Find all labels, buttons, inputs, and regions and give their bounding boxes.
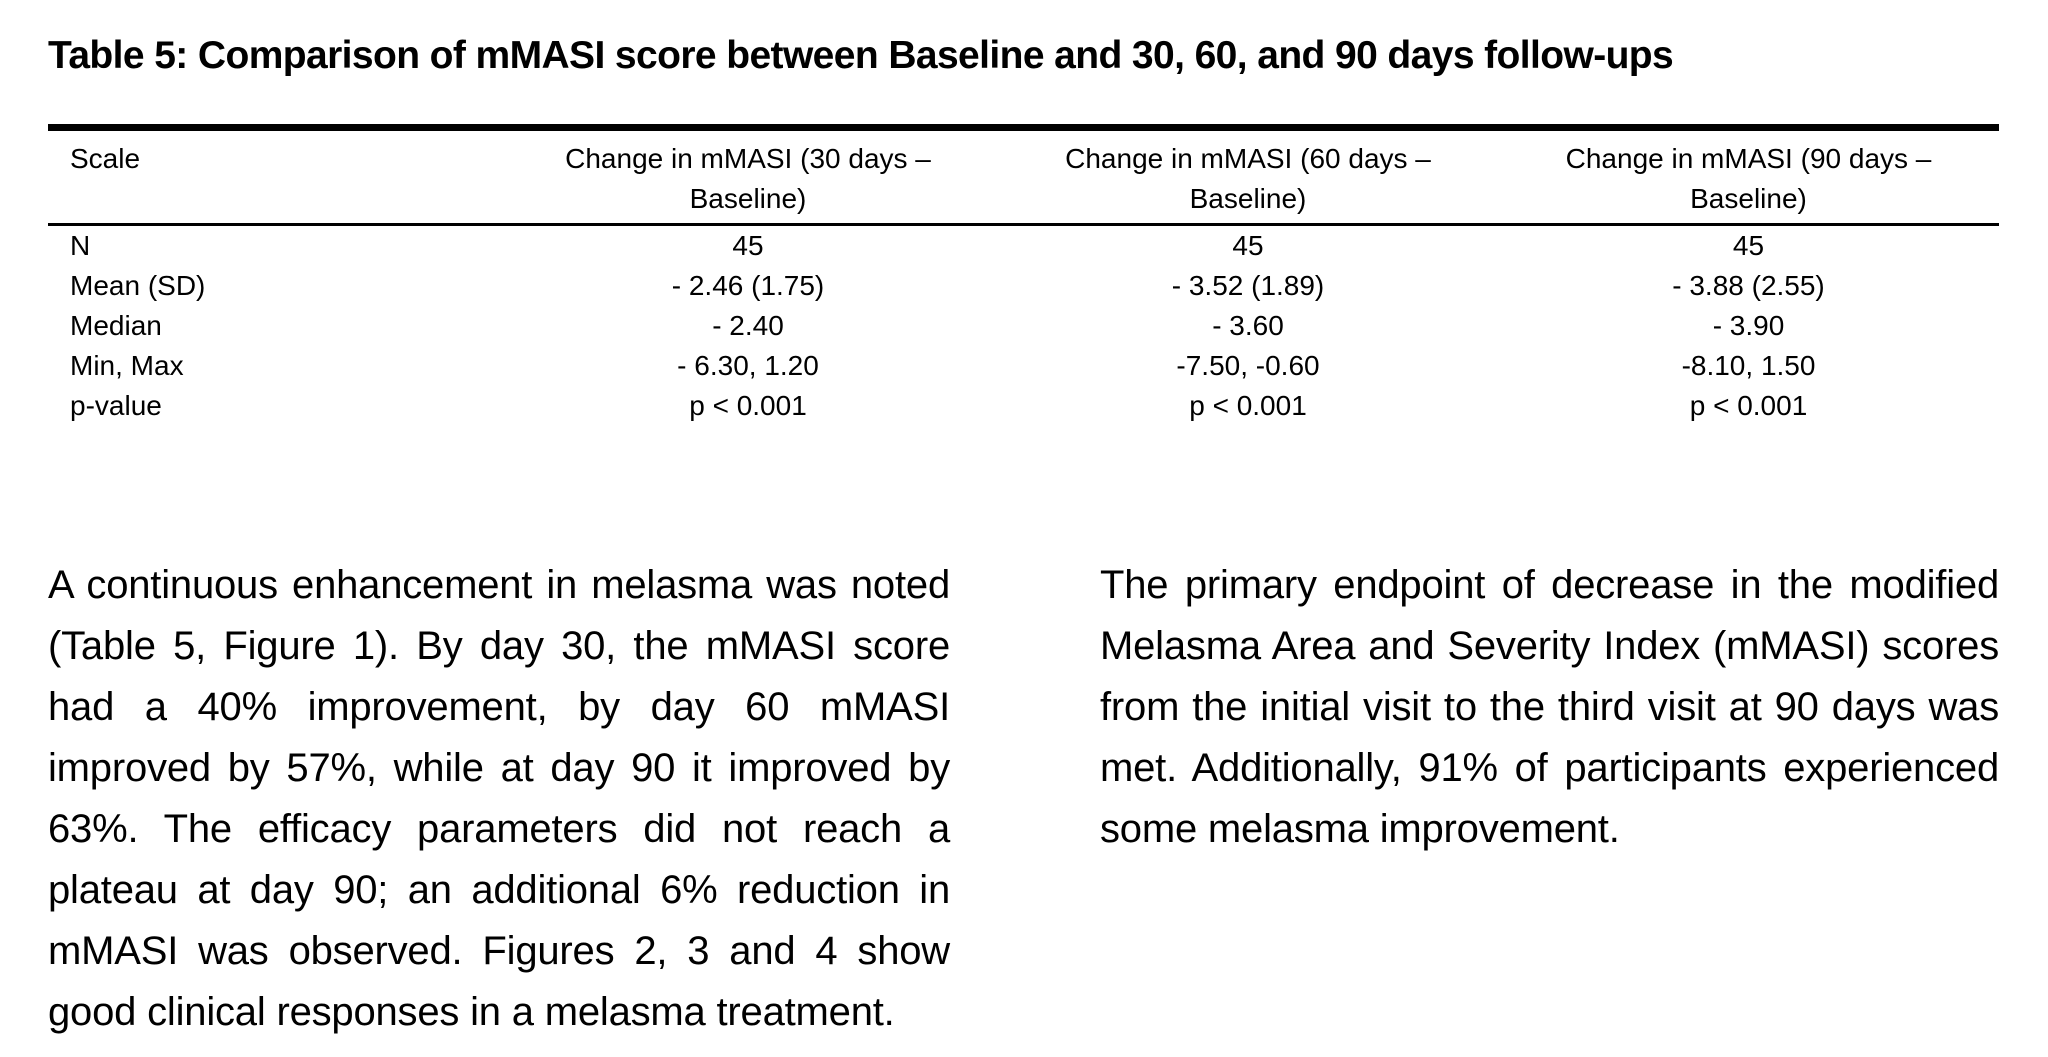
table-row: Min, Max - 6.30, 1.20 -7.50, -0.60 -8.10… [48,346,1999,386]
paragraph-results-right: The primary endpoint of decrease in the … [1100,563,1999,851]
table-cell: p < 0.001 [1189,390,1307,421]
table-row: N 45 45 45 [48,226,1999,266]
table-cell: p < 0.001 [1689,390,1808,421]
column-header-scale: Scale [70,143,141,174]
row-label: p-value [70,390,162,421]
mmasi-table: Scale Change in mMASI (30 days – Baselin… [48,131,1999,223]
column-header-90-days: Change in mMASI (90 days – Baseline) [1498,131,1999,223]
results-table: Scale Change in mMASI (30 days – Baselin… [48,124,1999,426]
table-cell: 45 [1232,230,1264,261]
column-header-60-days-label: Change in mMASI (60 days – Baseline) [1065,143,1431,214]
table-cell: - 2.46 (1.75) [671,270,825,301]
mmasi-table-body: N 45 45 45 Mean (SD) - 2.46 (1.75) - 3.5… [48,226,1999,426]
table-row: p-value p < 0.001 p < 0.001 p < 0.001 [48,386,1999,426]
table-cell: - 6.30, 1.20 [677,350,819,381]
table-cell: - 3.52 (1.89) [1171,270,1325,301]
column-header-30-days-label: Change in mMASI (30 days – Baseline) [565,143,931,214]
column-header-30-days: Change in mMASI (30 days – Baseline) [498,131,998,223]
table-row: Median - 2.40 - 3.60 - 3.90 [48,306,1999,346]
table-cell: - 2.40 [712,310,784,341]
table-cell: - 3.90 [1712,310,1785,341]
table-cell: - 3.60 [1212,310,1284,341]
column-header-90-days-label: Change in mMASI (90 days – Baseline) [1565,143,1932,214]
table-cell: -7.50, -0.60 [1176,350,1320,381]
table-title: Table 5: Comparison of mMASI score betwe… [48,34,1674,77]
table-header-rule [48,223,1999,226]
paragraph-results-left: A continuous enhancement in melasma was … [48,563,950,1034]
table-header-row: Scale Change in mMASI (30 days – Baselin… [48,131,1999,223]
row-label: N [70,230,91,261]
row-label: Mean (SD) [70,270,206,301]
table-cell: -8.10, 1.50 [1681,350,1816,381]
table-cell: 45 [1732,230,1765,261]
table-cell: - 3.88 (2.55) [1672,270,1825,301]
column-header-60-days: Change in mMASI (60 days – Baseline) [998,131,1498,223]
row-label: Min, Max [70,350,184,381]
table-row: Mean (SD) - 2.46 (1.75) - 3.52 (1.89) - … [48,266,1999,306]
table-cell: p < 0.001 [689,390,807,421]
table-top-rule [48,124,1999,131]
row-label: Median [70,310,162,341]
table-cell: 45 [732,230,764,261]
